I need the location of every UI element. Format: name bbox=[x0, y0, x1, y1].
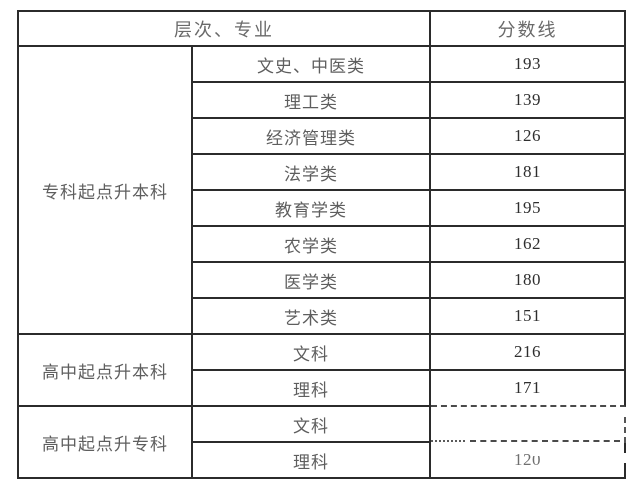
table-row: 法学类 181 bbox=[19, 155, 626, 191]
score-cell: 151 bbox=[431, 299, 626, 335]
score-cell: 126 bbox=[431, 119, 626, 155]
table-row: 艺术类 151 bbox=[19, 299, 626, 335]
major-cell: 文科 bbox=[193, 407, 431, 443]
table-row: 理科 171 bbox=[19, 371, 626, 407]
score-cell-erased: 120 bbox=[431, 443, 626, 479]
score-cell: 180 bbox=[431, 263, 626, 299]
score-cell: 139 bbox=[431, 83, 626, 119]
major-cell: 理工类 bbox=[193, 83, 431, 119]
major-cell: 教育学类 bbox=[193, 191, 431, 227]
major-cell: 农学类 bbox=[193, 227, 431, 263]
table-row: 经济管理类 126 bbox=[19, 119, 626, 155]
table-row: 高中起点升专科 文科 150 bbox=[19, 407, 626, 479]
header-level-major: 层次、专业 bbox=[19, 12, 431, 47]
score-cell: 193 bbox=[431, 47, 626, 83]
table-row: 医学类 180 bbox=[19, 263, 626, 299]
table-row: 理工类 139 bbox=[19, 83, 626, 119]
major-cell: 艺术类 bbox=[193, 299, 431, 335]
score-cell: 181 bbox=[431, 155, 626, 191]
score-cell: 216 bbox=[431, 335, 626, 371]
broken-border-dashes bbox=[470, 440, 620, 442]
major-cell: 法学类 bbox=[193, 155, 431, 191]
table-row: 高中起点升本科 文科 216 bbox=[19, 335, 626, 407]
watermark-wash-patch bbox=[531, 443, 545, 456]
major-cell: 理科 bbox=[193, 371, 431, 407]
major-cell: 医学类 bbox=[193, 263, 431, 299]
major-cell: 理科 bbox=[193, 443, 431, 479]
table-row: 教育学类 195 bbox=[19, 191, 626, 227]
major-cell: 文史、中医类 bbox=[193, 47, 431, 83]
table-row: 理科 120 bbox=[19, 443, 626, 479]
table-row: 农学类 162 bbox=[19, 227, 626, 263]
broken-border-dots bbox=[431, 440, 465, 442]
major-cell: 经济管理类 bbox=[193, 119, 431, 155]
border-erase-notch bbox=[620, 453, 626, 463]
table-row: 专科起点升本科 文史、中医类 193 bbox=[19, 47, 626, 335]
score-cell-erased: 150 bbox=[431, 407, 626, 443]
score-cutoff-table: 层次、专业 分数线 专科起点升本科 文史、中医类 193 理工类 139 经济管… bbox=[17, 10, 626, 479]
major-cell: 文科 bbox=[193, 335, 431, 371]
level-cell-zhuanshengben: 专科起点升本科 bbox=[19, 47, 193, 335]
score-cell: 195 bbox=[431, 191, 626, 227]
header-score: 分数线 bbox=[431, 12, 626, 47]
score-cell: 162 bbox=[431, 227, 626, 263]
header-row: 层次、专业 分数线 bbox=[19, 12, 626, 47]
level-cell-gaoqiben: 高中起点升本科 bbox=[19, 335, 193, 407]
border-erase-notch bbox=[620, 407, 626, 416]
score-cell: 171 bbox=[431, 371, 626, 407]
watermark-wash-patch bbox=[432, 407, 623, 430]
level-cell-gaoqizhuan: 高中起点升专科 bbox=[19, 407, 193, 479]
